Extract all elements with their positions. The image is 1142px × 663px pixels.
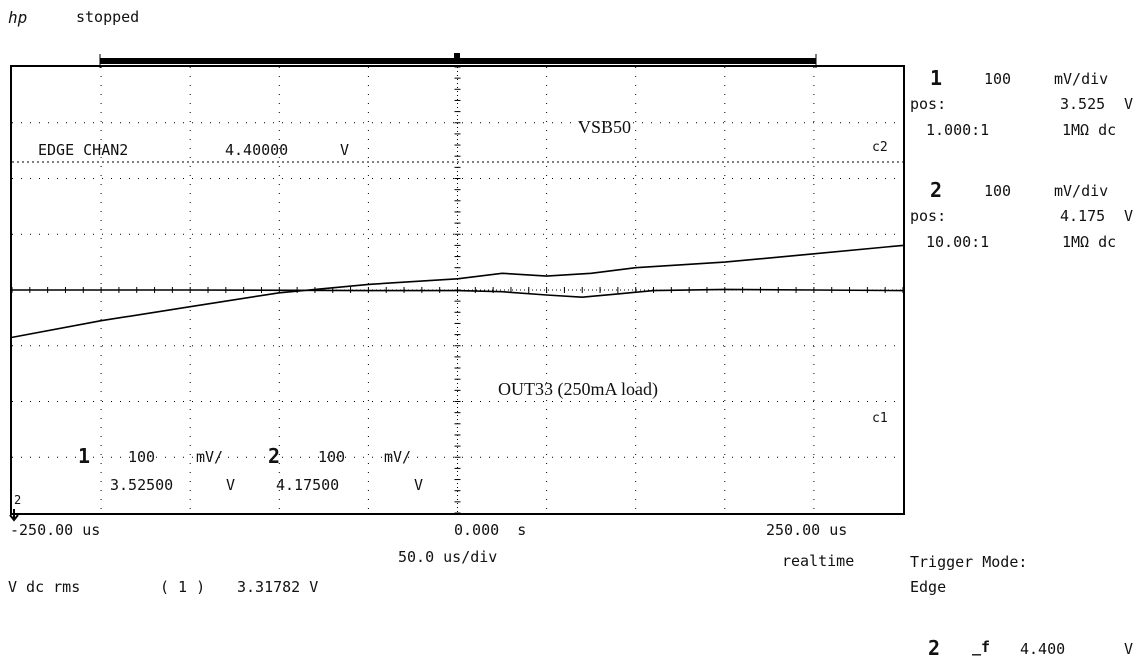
- time-left: -250.00 us: [10, 521, 101, 539]
- trigger-overlay-unit: V: [340, 141, 350, 159]
- hp-logo: hp: [8, 8, 28, 27]
- measurement-channel: ( 1 ): [160, 578, 206, 596]
- waveform-vsb50: [11, 244, 904, 339]
- ch2-pos-value: 4.175: [1060, 207, 1106, 225]
- ch1-pos-unit: V: [1124, 95, 1134, 113]
- ch2-scale: 100: [984, 182, 1012, 200]
- ch1-coupling: 1MΩ dc: [1062, 121, 1117, 139]
- measurement-label: V dc rms: [8, 578, 81, 596]
- bottom-ch2-number: 2: [268, 444, 281, 468]
- acquisition-mode: realtime: [782, 552, 855, 570]
- ch2-unit: mV/div: [1054, 182, 1109, 200]
- trigger-slope-icon: _f: [972, 638, 991, 656]
- trigger-level: 4.400: [1020, 640, 1066, 658]
- waveform-out33: [12, 288, 904, 299]
- bottom-ch1-scale: 100: [128, 448, 156, 466]
- bottom-ch1-unit: mV/: [196, 448, 224, 466]
- bottom-ch2-value: 4.17500: [276, 476, 340, 494]
- ch2-coupling: 1MΩ dc: [1062, 233, 1117, 251]
- bottom-ch2-unit: mV/: [384, 448, 412, 466]
- ch2-pos-label: pos:: [910, 207, 947, 225]
- bottom-ch1-value: 3.52500: [110, 476, 174, 494]
- bottom-ch1-number: 1: [78, 444, 91, 468]
- c2-marker: c2: [872, 140, 888, 155]
- c1-marker: c1: [872, 411, 888, 426]
- time-per-div: 50.0 us/div: [398, 548, 498, 566]
- trigger-channel: 2: [928, 636, 941, 660]
- ch2-pos-unit: V: [1124, 207, 1134, 225]
- measurement-value: 3.31782 V: [237, 578, 319, 596]
- series-label-vsb50: VSB50: [578, 117, 632, 137]
- ch1-scale: 100: [984, 70, 1012, 88]
- ch1-number: 1: [930, 66, 943, 90]
- ch1-pos-label: pos:: [910, 95, 947, 113]
- ch1-unit: mV/div: [1054, 70, 1109, 88]
- time-right: 250.00 us: [766, 521, 848, 539]
- ch1-probe: 1.000:1: [926, 121, 990, 139]
- ch2-probe: 10.00:1: [926, 233, 990, 251]
- trigger-overlay-text: EDGE CHAN2: [38, 141, 129, 159]
- trigger-overlay-value: 4.40000: [225, 141, 289, 159]
- trigger-mode-value: Edge: [910, 578, 947, 596]
- series-label-out33: OUT33 (250mA load): [498, 379, 658, 399]
- waveform-traces: [11, 244, 904, 339]
- ground-marker-label: 2: [14, 493, 22, 507]
- ch2-number: 2: [930, 178, 943, 202]
- trigger-level-unit: V: [1124, 640, 1134, 658]
- bottom-ch1-vunit: V: [226, 476, 236, 494]
- ch1-pos-value: 3.525: [1060, 95, 1106, 113]
- trigger-mode-label: Trigger Mode:: [910, 553, 1028, 571]
- time-center: 0.000 s: [454, 521, 527, 539]
- bottom-ch2-scale: 100: [318, 448, 346, 466]
- graticule-frame: [10, 65, 905, 515]
- bottom-ch2-vunit: V: [414, 476, 424, 494]
- ground-marker-icon: [9, 509, 19, 522]
- acquisition-status: stopped: [76, 8, 140, 26]
